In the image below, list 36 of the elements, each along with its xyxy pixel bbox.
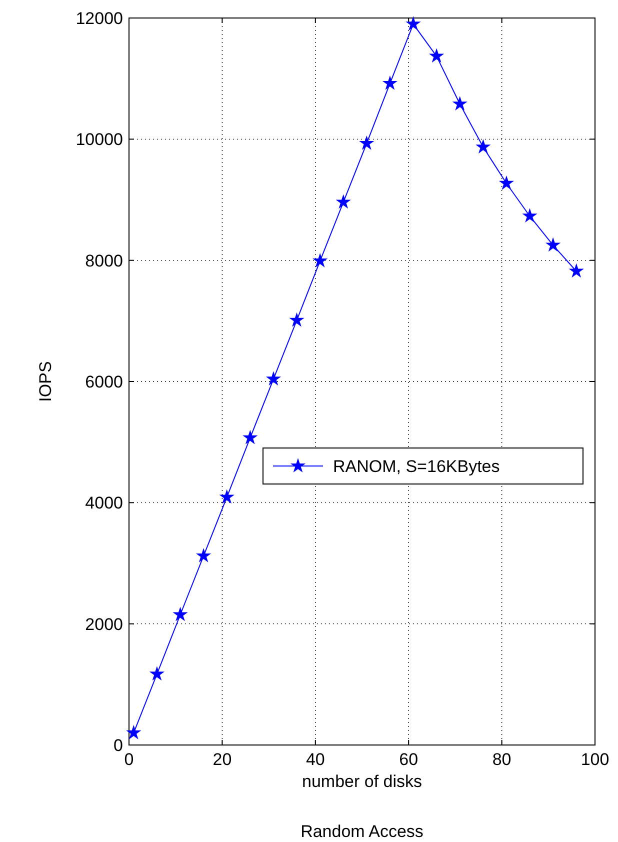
point <box>500 176 513 190</box>
point <box>453 97 466 110</box>
y-tick-label: 10000 <box>76 130 123 150</box>
point <box>360 136 374 150</box>
y-tick-label: 2000 <box>85 614 123 634</box>
x-tick-label: 60 <box>399 750 418 769</box>
point <box>523 209 536 222</box>
point <box>244 431 257 444</box>
point <box>406 17 420 30</box>
point <box>197 549 210 562</box>
point <box>570 264 583 277</box>
x-tick-label: 40 <box>306 750 325 769</box>
point <box>476 140 490 153</box>
point <box>546 238 560 251</box>
point <box>127 726 140 739</box>
point <box>336 195 350 208</box>
text: Random Access <box>300 822 424 841</box>
point <box>314 254 327 267</box>
point <box>220 490 234 503</box>
x-tick-label: 80 <box>492 750 512 769</box>
x-axis-title: number of disks <box>302 772 422 791</box>
y-tick-label: 0 <box>114 736 123 755</box>
point <box>174 608 187 620</box>
x-tick-label: 20 <box>212 750 232 769</box>
y-tick-label: 12000 <box>76 8 123 28</box>
point <box>383 76 396 90</box>
point <box>266 372 280 385</box>
y-tick-label: 8000 <box>85 251 123 270</box>
legend-label: RANOM, S=16KBytes <box>333 456 500 476</box>
point <box>290 313 304 326</box>
point <box>150 667 164 680</box>
y-axis-title: IOPS <box>36 361 55 402</box>
point <box>430 49 444 62</box>
y-tick-label: 6000 <box>85 372 123 392</box>
x-tick-label: 100 <box>580 750 610 769</box>
y-tick-label: 4000 <box>85 494 123 513</box>
